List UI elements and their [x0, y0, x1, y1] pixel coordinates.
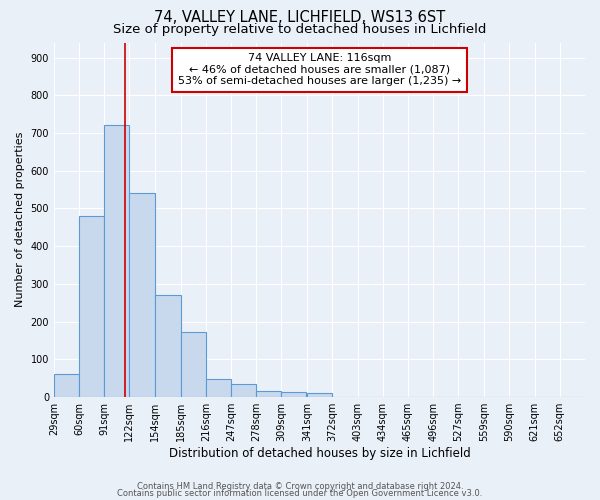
Text: Size of property relative to detached houses in Lichfield: Size of property relative to detached ho…	[113, 22, 487, 36]
Bar	[231, 384, 256, 397]
Y-axis label: Number of detached properties: Number of detached properties	[15, 132, 25, 308]
Bar	[206, 379, 231, 397]
Bar	[79, 216, 104, 397]
Bar	[54, 374, 79, 397]
Text: 74, VALLEY LANE, LICHFIELD, WS13 6ST: 74, VALLEY LANE, LICHFIELD, WS13 6ST	[154, 10, 446, 25]
Bar	[307, 394, 332, 397]
Text: Contains HM Land Registry data © Crown copyright and database right 2024.: Contains HM Land Registry data © Crown c…	[137, 482, 463, 491]
X-axis label: Distribution of detached houses by size in Lichfield: Distribution of detached houses by size …	[169, 447, 470, 460]
Text: 74 VALLEY LANE: 116sqm
← 46% of detached houses are smaller (1,087)
53% of semi-: 74 VALLEY LANE: 116sqm ← 46% of detached…	[178, 53, 461, 86]
Bar	[281, 392, 307, 397]
Bar	[181, 332, 206, 397]
Bar	[130, 194, 155, 397]
Bar	[155, 295, 181, 397]
Bar	[104, 126, 130, 397]
Bar	[256, 390, 281, 397]
Text: Contains public sector information licensed under the Open Government Licence v3: Contains public sector information licen…	[118, 489, 482, 498]
